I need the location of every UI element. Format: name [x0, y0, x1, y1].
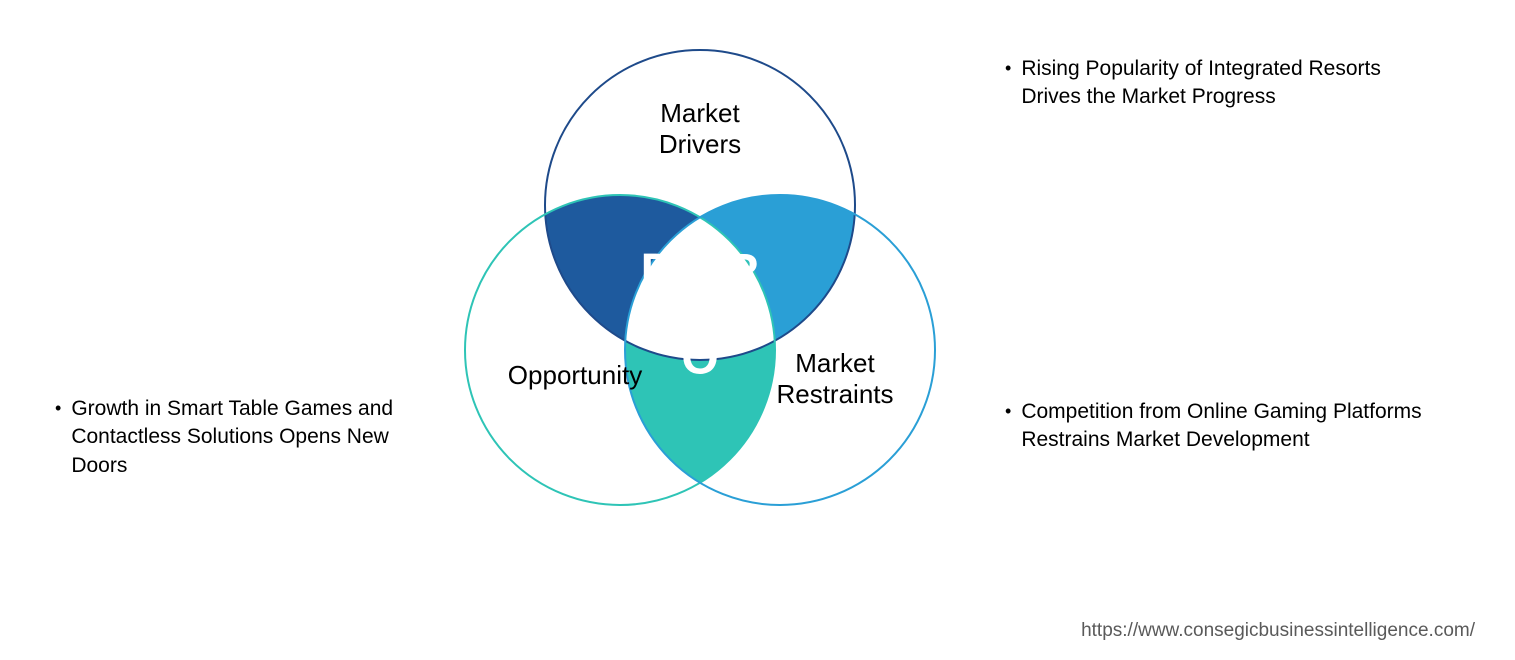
- label-market-drivers: Market Drivers: [620, 98, 780, 160]
- bullet-dot-icon: •: [55, 395, 61, 480]
- label-market-restraints-line1: Market: [795, 348, 874, 378]
- bullet-restraints-text: Competition from Online Gaming Platforms…: [1021, 398, 1435, 455]
- label-market-drivers-line1: Market: [660, 98, 739, 128]
- bullet-drivers-text: Rising Popularity of Integrated Resorts …: [1021, 55, 1435, 112]
- label-market-restraints: Market Restraints: [755, 348, 915, 410]
- bullet-opportunity-text: Growth in Smart Table Games and Contactl…: [71, 395, 395, 480]
- venn-letter-O: O: [681, 332, 718, 385]
- label-market-restraints-line2: Restraints: [776, 379, 893, 409]
- bullet-restraints: • Competition from Online Gaming Platfor…: [1005, 398, 1435, 455]
- venn-diagram: DRO Market Drivers Opportunity Market Re…: [420, 20, 980, 580]
- label-market-drivers-line2: Drivers: [659, 129, 741, 159]
- venn-letter-R: R: [725, 245, 760, 298]
- bullet-drivers: • Rising Popularity of Integrated Resort…: [1005, 55, 1435, 112]
- venn-letter-D: D: [641, 245, 676, 298]
- footer-url: https://www.consegicbusinessintelligence…: [1081, 620, 1475, 642]
- bullet-dot-icon: •: [1005, 55, 1011, 112]
- label-opportunity: Opportunity: [480, 360, 670, 391]
- bullet-opportunity: • Growth in Smart Table Games and Contac…: [55, 395, 395, 480]
- bullet-dot-icon: •: [1005, 398, 1011, 455]
